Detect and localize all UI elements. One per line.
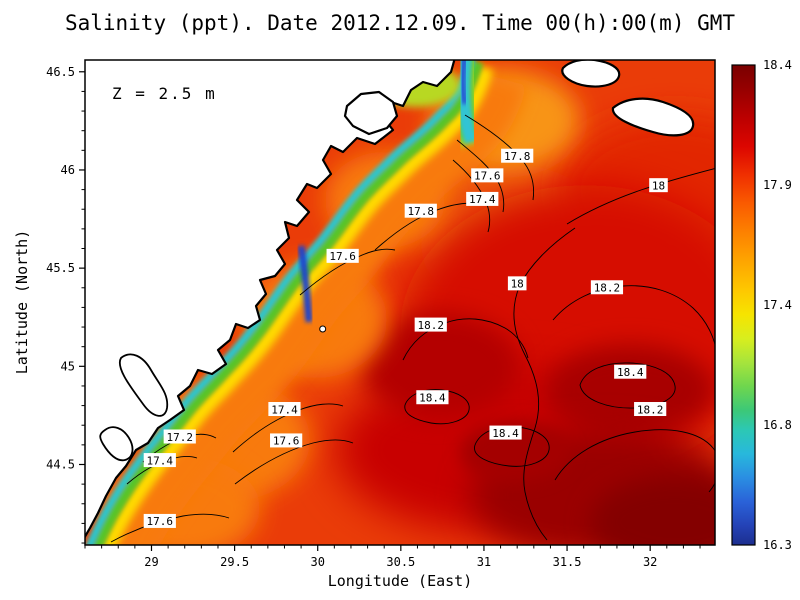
contour-label: 17.2 [166,431,193,444]
contour-label-chip [466,191,499,206]
x-tick-label: 32 [643,555,657,569]
island-northeast-2 [611,97,695,137]
contour-label: 17.6 [273,435,300,448]
field-shape [360,313,520,417]
contour-label-chip [507,276,527,291]
y-tick-label: 44.5 [46,457,75,471]
x-tick-label: 31 [477,555,491,569]
contour-line [579,362,676,409]
contour-label: 18 [652,179,665,192]
contour-label: 17.8 [408,205,435,218]
contour-label: 18.4 [419,392,446,405]
contour-label-chip [326,248,359,263]
y-tick-label: 45.5 [46,261,75,275]
contour-label-chip [590,280,624,295]
y-axis-label: Latitude (North) [13,230,31,375]
contour-label: 17.6 [474,170,501,183]
field-shape [94,69,527,545]
contour-label-chip [489,425,522,440]
contour-label: 17.4 [147,454,174,467]
salinity-field [85,60,715,545]
axis-ticks: 29 29.5 30 30.5 31 31.5 32 44.5 45 45.5 46 46.5 [46,65,701,569]
plot-overlays [319,325,327,333]
mainland [85,60,456,539]
contour-label-chip [471,168,504,183]
x-tick-label: 30 [310,555,324,569]
contour-label-chip [143,453,176,468]
contour-label: 17.4 [469,193,496,206]
colorbar-tick-label: 17.9 [763,178,792,192]
depth-annotation: Z = 2.5 m [112,84,217,103]
coastal-lagoon-2 [99,426,134,462]
colorbar-labels: 18.4 17.9 17.4 16.8 16.3 [763,58,792,552]
land-coastline [85,60,695,539]
plot-title: Salinity (ppt). Date 2012.12.09. Time 00… [65,11,735,35]
contour-label-chip [634,402,667,417]
y-tick-label: 46 [61,163,75,177]
x-tick-label: 30.5 [386,555,415,569]
contour-line [554,429,715,493]
coastal-lagoon-1 [118,353,169,417]
contour-label: 18.2 [594,282,621,295]
colorbar-tick-label: 16.8 [763,418,792,432]
contour-label-chip [270,433,303,448]
contour-line [552,285,715,347]
y-tick-label: 45 [61,359,75,373]
x-axis-label: Longitude (East) [328,572,473,590]
field-shape [459,60,468,105]
contour-label-chip [404,203,437,218]
plot-frame [84,59,716,546]
contour-label-chip [163,429,196,444]
contour-label-chip [143,513,176,528]
contour-label: 17.6 [329,250,356,263]
y-tick-label: 46.5 [46,65,75,79]
field-shape [85,60,476,545]
x-tick-label: 29 [144,555,158,569]
contour-label-chip [414,317,447,332]
contour-line [299,248,396,296]
contour-label-chip [268,402,301,417]
station-marker [319,325,327,333]
contour-line [110,513,230,543]
colorbar-tick-label: 17.4 [763,298,792,312]
contour-line [234,439,354,485]
island-northeast-1 [561,60,621,88]
contour-label: 18.4 [492,427,519,440]
contour-label: 18.4 [617,366,644,379]
x-tick-label: 31.5 [553,555,582,569]
contour-label: 17.6 [147,515,174,528]
contour-line [566,168,715,225]
contour-label-chip [416,390,449,405]
field-shape [545,345,715,435]
field-shape [460,422,570,482]
field-shape [590,477,715,545]
field-shape [100,65,494,545]
x-tick-label: 29.5 [220,555,249,569]
colorbar-gradient-bar [731,64,756,546]
estuary-island [343,90,399,136]
contour-label: 18 [511,278,524,291]
contour-label-chip [501,148,534,163]
contour-label-chip [614,364,647,379]
colorbar-tick-label: 16.3 [763,538,792,552]
contour-line [402,318,529,361]
contour-label-chip [649,178,668,193]
field-shape [297,245,313,323]
colorbar: 18.4 17.9 17.4 16.8 16.3 [731,58,792,552]
contour-label: 18.2 [418,319,445,332]
contour-label: 17.4 [271,403,298,416]
contour-label: 17.8 [504,150,531,163]
contour-label: 18.2 [637,403,664,416]
colorbar-tick-label: 18.4 [763,58,792,72]
